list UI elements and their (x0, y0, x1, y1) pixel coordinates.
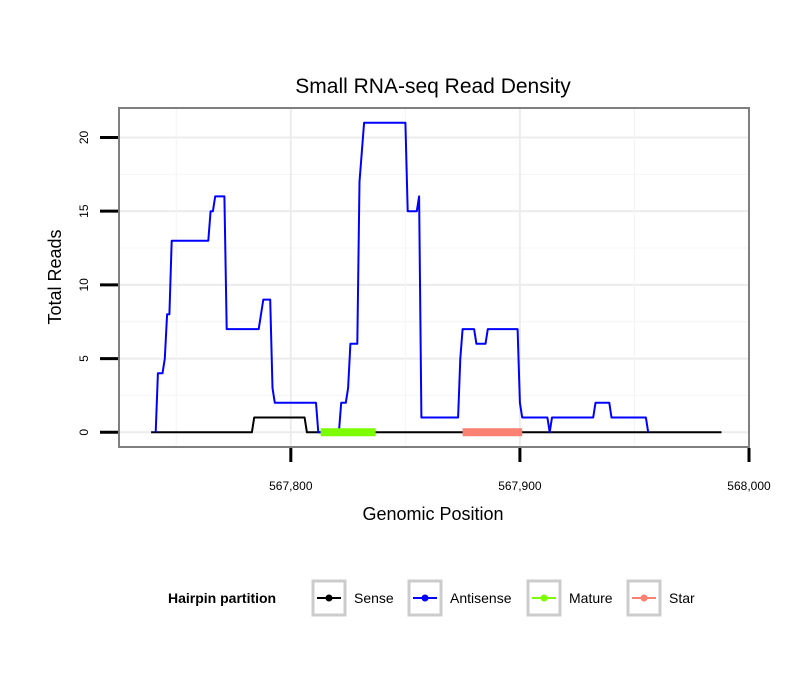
legend-label-antisense: Antisense (450, 590, 512, 606)
y-tick-label: 20 (77, 130, 91, 144)
legend-key-dot-star (640, 594, 648, 602)
plot-background (119, 108, 749, 447)
x-axis-title: Genomic Position (362, 504, 503, 524)
legend-key-dot-antisense (421, 594, 429, 602)
legend-label-star: Star (669, 590, 695, 606)
legend-label-sense: Sense (354, 590, 394, 606)
y-tick-label: 5 (77, 355, 91, 362)
legend: Hairpin partition Sense Antisense Mature St… (168, 579, 695, 617)
x-tick-label: 567,900 (498, 479, 542, 493)
x-axis: 567,800 567,900 568,000 (269, 448, 771, 493)
y-axis-title: Total Reads (45, 229, 65, 324)
x-tick-label: 567,800 (269, 479, 313, 493)
y-tick-label: 10 (77, 278, 91, 292)
y-tick-label: 0 (77, 429, 91, 436)
series-line-sense (151, 416, 722, 434)
legend-key-dot-sense (325, 594, 333, 602)
x-tick-label: 568,000 (727, 479, 771, 493)
legend-key-dot-mature (540, 594, 548, 602)
legend-label-mature: Mature (569, 590, 613, 606)
legend-title: Hairpin partition (168, 590, 276, 606)
y-tick-label: 15 (77, 204, 91, 218)
chart-title: Small RNA-seq Read Density (295, 75, 571, 98)
plot-frame (118, 107, 750, 448)
series-line-antisense (154, 121, 650, 434)
series-layer (151, 121, 722, 437)
y-axis: 0 5 10 15 20 (77, 130, 118, 436)
